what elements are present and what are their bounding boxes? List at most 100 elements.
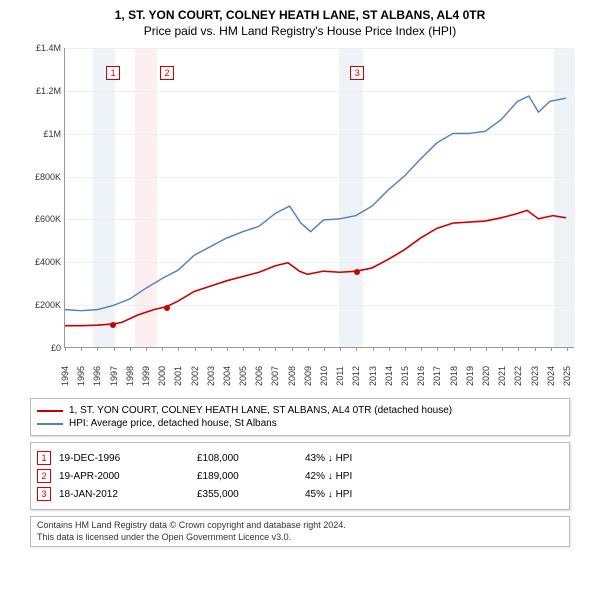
legend-item: 1, ST. YON COURT, COLNEY HEATH LANE, ST … — [37, 405, 563, 416]
x-tick-mark — [567, 347, 568, 351]
x-tick-mark — [535, 347, 536, 351]
x-tick-mark — [97, 347, 98, 351]
y-tick-label: £1.4M — [21, 43, 61, 53]
y-tick-label: £1M — [21, 129, 61, 139]
x-tick-label: 2000 — [157, 361, 167, 391]
transaction-date: 18-JAN-2012 — [59, 489, 189, 500]
x-tick-mark — [275, 347, 276, 351]
x-tick-mark — [195, 347, 196, 351]
transaction-date: 19-APR-2000 — [59, 471, 189, 482]
transaction-delta: 45% ↓ HPI — [305, 489, 352, 500]
x-tick-label: 2024 — [546, 361, 556, 391]
chart-container: 1, ST. YON COURT, COLNEY HEATH LANE, ST … — [0, 0, 600, 590]
x-tick-label: 1995 — [76, 361, 86, 391]
x-tick-label: 2001 — [173, 361, 183, 391]
footer-line-2: This data is licensed under the Open Gov… — [37, 532, 563, 544]
transaction-row: 1 19-DEC-1996 £108,000 43% ↓ HPI — [37, 451, 563, 465]
y-tick-label: £400K — [21, 257, 61, 267]
x-tick-mark — [178, 347, 179, 351]
x-tick-mark — [227, 347, 228, 351]
transaction-marker: 2 — [37, 469, 51, 483]
x-tick-label: 1999 — [141, 361, 151, 391]
x-tick-mark — [421, 347, 422, 351]
legend: 1, ST. YON COURT, COLNEY HEATH LANE, ST … — [30, 398, 570, 436]
x-tick-mark — [81, 347, 82, 351]
transaction-date: 19-DEC-1996 — [59, 453, 189, 464]
y-tick-label: £1.2M — [21, 86, 61, 96]
x-tick-mark — [211, 347, 212, 351]
x-tick-mark — [324, 347, 325, 351]
x-tick-label: 2017 — [432, 361, 442, 391]
titles: 1, ST. YON COURT, COLNEY HEATH LANE, ST … — [10, 8, 590, 38]
marker-dot — [164, 305, 170, 311]
chart-lines — [65, 48, 574, 347]
transaction-marker: 3 — [37, 487, 51, 501]
x-tick-mark — [356, 347, 357, 351]
legend-item: HPI: Average price, detached house, St A… — [37, 418, 563, 429]
footer: Contains HM Land Registry data © Crown c… — [30, 516, 570, 547]
x-tick-label: 2013 — [368, 361, 378, 391]
y-tick-label: £800K — [21, 172, 61, 182]
x-tick-label: 2014 — [384, 361, 394, 391]
x-tick-mark — [65, 347, 66, 351]
title-line-1: 1, ST. YON COURT, COLNEY HEATH LANE, ST … — [10, 8, 590, 22]
x-tick-label: 2016 — [416, 361, 426, 391]
x-tick-label: 2018 — [449, 361, 459, 391]
marker-dot — [354, 269, 360, 275]
x-tick-label: 2003 — [206, 361, 216, 391]
legend-label: 1, ST. YON COURT, COLNEY HEATH LANE, ST … — [69, 405, 452, 416]
x-tick-mark — [308, 347, 309, 351]
x-tick-mark — [340, 347, 341, 351]
x-tick-mark — [437, 347, 438, 351]
x-tick-label: 2023 — [530, 361, 540, 391]
x-tick-label: 2015 — [400, 361, 410, 391]
transaction-row: 2 19-APR-2000 £189,000 42% ↓ HPI — [37, 469, 563, 483]
x-tick-mark — [162, 347, 163, 351]
x-tick-label: 2022 — [513, 361, 523, 391]
legend-swatch — [37, 410, 63, 412]
y-tick-label: £200K — [21, 300, 61, 310]
x-tick-mark — [292, 347, 293, 351]
x-tick-label: 2010 — [319, 361, 329, 391]
marker-box: 3 — [350, 66, 364, 80]
x-tick-label: 2002 — [190, 361, 200, 391]
x-tick-label: 2004 — [222, 361, 232, 391]
x-tick-mark — [243, 347, 244, 351]
transaction-delta: 42% ↓ HPI — [305, 471, 352, 482]
marker-box: 1 — [106, 66, 120, 80]
x-tick-mark — [470, 347, 471, 351]
x-tick-label: 1997 — [109, 361, 119, 391]
x-tick-label: 2006 — [254, 361, 264, 391]
y-tick-label: £0 — [21, 343, 61, 353]
transaction-price: £355,000 — [197, 489, 297, 500]
x-tick-label: 2025 — [562, 361, 572, 391]
x-tick-label: 2008 — [287, 361, 297, 391]
legend-label: HPI: Average price, detached house, St A… — [69, 418, 277, 429]
x-tick-label: 1994 — [60, 361, 70, 391]
x-tick-mark — [146, 347, 147, 351]
marker-box: 2 — [160, 66, 174, 80]
transaction-marker: 1 — [37, 451, 51, 465]
transactions-table: 1 19-DEC-1996 £108,000 43% ↓ HPI 2 19-AP… — [30, 442, 570, 510]
x-tick-label: 1998 — [125, 361, 135, 391]
transaction-delta: 43% ↓ HPI — [305, 453, 352, 464]
x-tick-mark — [373, 347, 374, 351]
chart: £0 £200K £400K £600K £800K £1M £1.2M £1.4M 1994 1… — [20, 44, 580, 394]
x-tick-label: 2011 — [335, 361, 345, 391]
x-tick-mark — [130, 347, 131, 351]
x-tick-mark — [454, 347, 455, 351]
y-tick-label: £600K — [21, 214, 61, 224]
legend-swatch — [37, 423, 63, 425]
x-tick-mark — [486, 347, 487, 351]
x-tick-label: 2009 — [303, 361, 313, 391]
x-tick-label: 2012 — [351, 361, 361, 391]
x-tick-mark — [405, 347, 406, 351]
marker-dot — [110, 322, 116, 328]
x-tick-mark — [551, 347, 552, 351]
title-line-2: Price paid vs. HM Land Registry's House … — [10, 24, 590, 38]
x-tick-mark — [389, 347, 390, 351]
x-tick-mark — [259, 347, 260, 351]
transaction-price: £108,000 — [197, 453, 297, 464]
x-tick-mark — [518, 347, 519, 351]
x-tick-label: 2007 — [270, 361, 280, 391]
